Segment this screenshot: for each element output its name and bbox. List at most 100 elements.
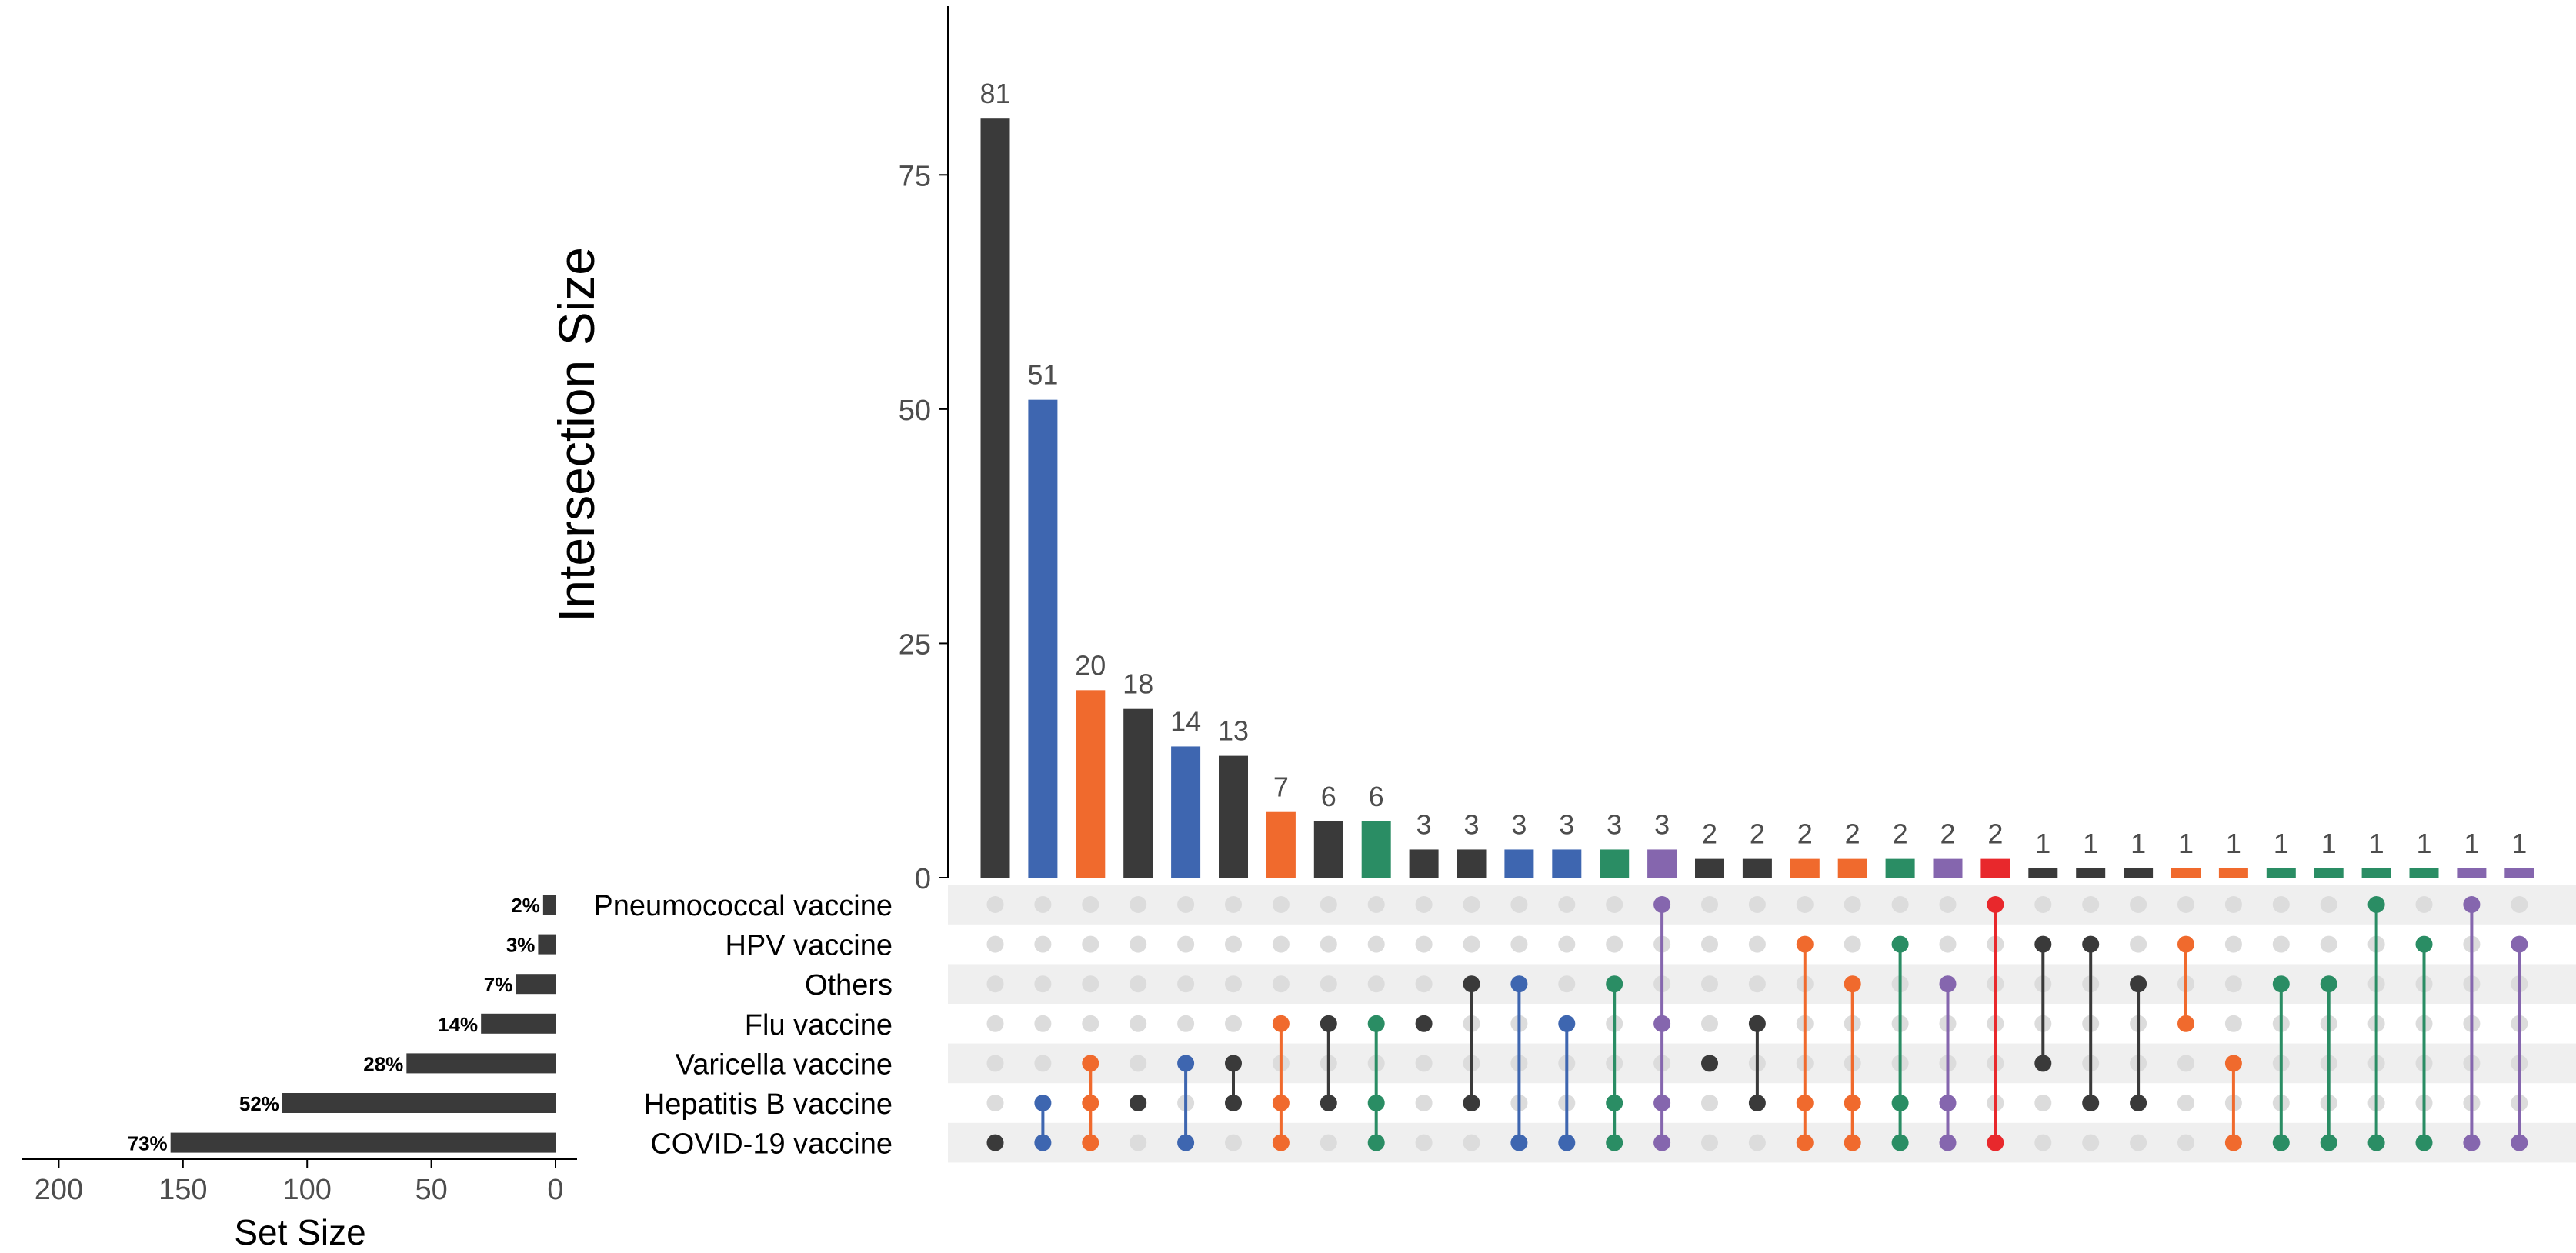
matrix-filled-dot (2367, 896, 2385, 913)
intersection-bar (2218, 868, 2248, 878)
intersection-bar (1933, 858, 1963, 878)
set-size-axis-title: Set Size (234, 1212, 365, 1252)
set-size-percent-label: 7% (484, 973, 513, 996)
intersection-bar-label: 14 (1170, 705, 1201, 737)
set-size-percent-label: 73% (128, 1132, 168, 1155)
intersection-bar-label: 20 (1075, 649, 1106, 681)
set-size-bar (542, 895, 556, 915)
intersection-bar (1409, 849, 1439, 878)
matrix-empty-dot (1034, 975, 1052, 993)
matrix-empty-dot (2034, 1095, 2052, 1111)
matrix-empty-dot (2511, 896, 2528, 913)
set-name-label: COVID-19 vaccine (650, 1128, 893, 1161)
intersection-bar (1028, 399, 1058, 878)
set-size-percent-label: 28% (363, 1052, 403, 1075)
intersection-bar (1171, 746, 1201, 878)
matrix-filled-dot (1177, 1055, 1195, 1072)
matrix-filled-dot (1939, 1095, 1957, 1111)
matrix-empty-dot (1130, 896, 1147, 913)
matrix-filled-dot (1130, 1095, 1147, 1111)
matrix-empty-dot (1320, 896, 1337, 913)
matrix-empty-dot (1272, 896, 1290, 913)
matrix-filled-dot (1558, 1015, 1576, 1032)
intersection-bar-label: 81 (979, 78, 1010, 109)
intersection-bar (1600, 849, 1630, 878)
matrix-empty-dot (1225, 1015, 1242, 1032)
matrix-empty-dot (1177, 1015, 1195, 1032)
matrix-filled-dot (2415, 1134, 2433, 1151)
matrix-filled-dot (986, 1134, 1004, 1151)
intersection-bar-label: 51 (1027, 359, 1058, 391)
matrix-filled-dot (2177, 935, 2194, 953)
matrix-filled-dot (1367, 1134, 1385, 1151)
matrix-empty-dot (2177, 1134, 2194, 1151)
matrix-empty-dot (1177, 975, 1195, 993)
set-size-tick-label: 200 (35, 1174, 83, 1206)
intersection-bar (2457, 868, 2487, 878)
y-tick-label: 75 (899, 160, 931, 192)
matrix-empty-dot (1558, 935, 1576, 953)
set-size-axis: 200 150 100 50 0 (22, 1158, 577, 1206)
set-name-labels: Pneumococcal vaccine HPV vaccine Others Flu… (593, 890, 893, 1161)
set-name-label: Others (805, 969, 893, 1001)
matrix-empty-dot (1130, 975, 1147, 993)
matrix-filled-dot (1701, 1055, 1718, 1072)
intersection-bar-label: 1 (2464, 828, 2479, 859)
matrix-empty-dot (1415, 1055, 1433, 1072)
intersection-bar (1885, 858, 1915, 878)
intersection-bar (1552, 849, 1582, 878)
matrix-filled-dot (1606, 1095, 1623, 1111)
matrix-filled-dot (2463, 1134, 2481, 1151)
matrix-empty-dot (1320, 935, 1337, 953)
y-tick-label: 25 (899, 628, 931, 661)
intersection-bar-label: 1 (2321, 828, 2337, 859)
matrix-empty-dot (2224, 896, 2242, 913)
intersection-bar-label: 3 (1463, 808, 1479, 840)
matrix-filled-dot (2082, 1095, 2100, 1111)
intersection-bar-label: 1 (2274, 828, 2289, 859)
matrix-empty-dot (986, 935, 1004, 953)
intersection-bar (1647, 849, 1677, 878)
matrix-filled-dot (1320, 1015, 1337, 1032)
matrix-empty-dot (986, 1015, 1004, 1032)
matrix-empty-dot (1748, 975, 1766, 993)
intersection-bar-label: 2 (1893, 818, 1908, 850)
matrix-empty-dot (2320, 896, 2337, 913)
intersection-bar (1980, 858, 2010, 878)
intersection-bar-label: 1 (2416, 828, 2431, 859)
matrix-filled-dot (1653, 1134, 1671, 1151)
set-name-label: Varicella vaccine (676, 1048, 893, 1081)
matrix-empty-dot (1701, 1015, 1718, 1032)
matrix-filled-dot (1891, 1134, 1909, 1151)
matrix-filled-dot (1272, 1095, 1290, 1111)
intersection-bar (2171, 868, 2201, 878)
matrix-filled-dot (1463, 1095, 1480, 1111)
matrix-empty-dot (2082, 896, 2100, 913)
set-size-tick-label: 0 (547, 1174, 563, 1206)
matrix-filled-dot (1510, 975, 1528, 993)
matrix-filled-dot (2367, 1134, 2385, 1151)
matrix-empty-dot (1558, 975, 1576, 993)
matrix-filled-dot (1987, 896, 2004, 913)
matrix-empty-dot (1844, 896, 1861, 913)
matrix-empty-dot (1320, 975, 1337, 993)
matrix-empty-dot (2224, 1015, 2242, 1032)
intersection-bar (1790, 858, 1820, 878)
intersection-bar (1457, 849, 1487, 878)
matrix-empty-dot (1510, 896, 1528, 913)
set-size-bar (516, 974, 556, 995)
matrix-empty-dot (1415, 896, 1433, 913)
matrix-empty-dot (1082, 1015, 1099, 1032)
matrix-empty-dot (1034, 935, 1052, 953)
matrix-empty-dot (2177, 896, 2194, 913)
matrix-filled-dot (1987, 1134, 2004, 1151)
intersection-bar (1742, 858, 1772, 878)
intersection-bars (980, 118, 2534, 878)
matrix-empty-dot (1034, 1015, 1052, 1032)
matrix-filled-dot (1367, 1015, 1385, 1032)
matrix-empty-dot (1891, 896, 1909, 913)
set-size-bar (406, 1053, 556, 1074)
intersection-bar (2361, 868, 2391, 878)
intersection-bar-label: 2 (1797, 818, 1813, 850)
matrix-empty-dot (986, 896, 1004, 913)
